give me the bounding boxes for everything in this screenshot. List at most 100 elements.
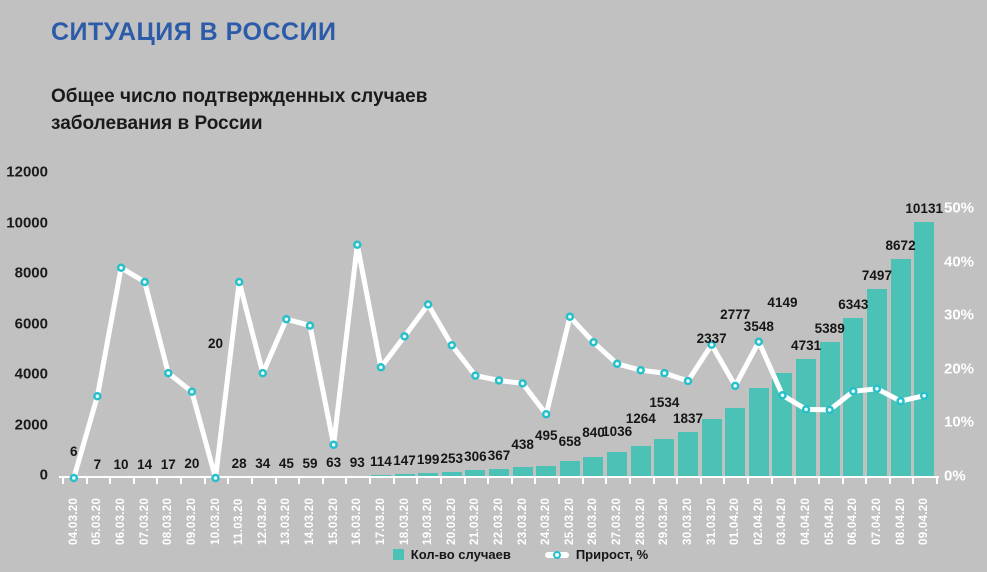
- growth-line-marker: [329, 440, 338, 449]
- x-axis-tick: [770, 478, 773, 484]
- date-tick-label: 17.03.20: [374, 497, 387, 545]
- x-axis-tick: [841, 478, 844, 484]
- growth-line-marker: [234, 277, 244, 287]
- x-axis-tick: [463, 478, 466, 484]
- cases-bar: [725, 407, 746, 478]
- growth-line-marker: [258, 368, 268, 378]
- x-axis-tick: [487, 478, 490, 484]
- growth-line-marker: [140, 277, 149, 287]
- bar-value-label: 4731: [791, 337, 822, 353]
- growth-line-marker: [353, 240, 362, 250]
- legend-cases-label: Кол-во случаев: [410, 547, 511, 562]
- date-tick-label: 16.03.20: [351, 497, 364, 545]
- x-axis-tick: [558, 478, 561, 484]
- date-tick-label: 13.03.20: [280, 497, 293, 545]
- date-tick-label: 02.04.20: [752, 497, 765, 545]
- x-axis-tick: [652, 478, 655, 484]
- bar-value-label: 20: [208, 336, 224, 352]
- left-axis-tick-label: 6000: [14, 315, 48, 332]
- date-tick-label: 22.03.20: [493, 497, 505, 545]
- bar-value-label: 253: [440, 450, 464, 466]
- bar-value-label: 10131: [905, 201, 943, 217]
- x-axis-baseline: [59, 476, 939, 478]
- date-tick-label: 04.04.20: [800, 497, 813, 545]
- date-tick-label: 07.03.20: [138, 497, 151, 545]
- date-tick-label: 30.03.20: [681, 497, 694, 545]
- growth-line-marker: [447, 340, 457, 350]
- x-axis-tick: [510, 478, 513, 484]
- right-axis-tick-label: 0%: [944, 467, 966, 485]
- x-axis-tick: [345, 478, 348, 484]
- bar-value-label: 147: [393, 453, 416, 469]
- bar-value-label: 14: [137, 456, 153, 472]
- growth-line-marker: [683, 376, 693, 386]
- right-axis-tick-label: 30%: [944, 306, 975, 324]
- x-axis-tick: [888, 478, 891, 484]
- bar-value-label: 34: [255, 456, 271, 472]
- x-axis-tick: [912, 478, 915, 484]
- x-axis-tick: [936, 478, 938, 484]
- growth-line-marker: [93, 391, 102, 401]
- date-tick-label: 14.03.20: [304, 497, 317, 545]
- slide-title: СИТУАЦИЯ В РОССИИ: [51, 18, 337, 46]
- growth-line-marker: [589, 338, 598, 347]
- growth-line-marker: [376, 363, 386, 372]
- date-tick-label: 19.03.20: [422, 497, 435, 545]
- x-axis-tick: [62, 478, 64, 484]
- cases-bar: [748, 388, 769, 478]
- bar-value-label: 17: [160, 456, 176, 472]
- date-tick-label: 11.03.20: [233, 498, 246, 545]
- left-axis-tick-label: 2000: [14, 416, 48, 433]
- bar-value-label: 6343: [838, 296, 869, 312]
- legend-item-cases: Кол-во случаев: [392, 547, 511, 562]
- date-tick-label: 07.04.20: [870, 497, 883, 545]
- x-axis-tick: [180, 478, 183, 484]
- x-axis-tick: [392, 478, 395, 484]
- date-tick-label: 21.03.20: [469, 497, 482, 545]
- right-axis-tick-label: 10%: [944, 413, 975, 431]
- left-axis-tick-label: 8000: [14, 264, 48, 282]
- cases-bar: [866, 288, 887, 478]
- x-axis-tick: [203, 478, 206, 484]
- bar-value-label: 2337: [696, 330, 727, 346]
- x-axis-tick: [534, 478, 537, 484]
- bar-series-swatch: [392, 549, 404, 560]
- x-axis-tick: [227, 478, 230, 484]
- bar-value-label: 438: [511, 436, 534, 452]
- cases-bar: [630, 446, 651, 478]
- growth-line-marker: [400, 332, 409, 341]
- x-axis-tick: [747, 478, 750, 484]
- bar-value-label: 1264: [625, 411, 656, 427]
- x-axis-tick: [369, 478, 372, 484]
- cases-bar: [607, 451, 628, 478]
- date-tick-label: 31.03.20: [705, 497, 718, 545]
- x-axis-tick: [274, 478, 277, 484]
- bar-value-label: 45: [278, 455, 294, 471]
- date-tick-label: 15.03.20: [327, 497, 340, 545]
- x-axis-tick: [132, 478, 135, 484]
- date-tick-label: 26.03.20: [587, 497, 600, 545]
- bar-value-label: 2777: [720, 306, 751, 322]
- date-tick-label: 09.03.20: [185, 497, 198, 545]
- bar-value-label: 7: [93, 456, 102, 472]
- bar-value-label: 28: [231, 456, 247, 472]
- growth-line-marker: [541, 410, 551, 419]
- left-axis-tick-label: 4000: [14, 365, 48, 383]
- x-axis-tick: [298, 478, 301, 484]
- date-tick-label: 29.03.20: [658, 497, 671, 545]
- cases-bar: [772, 373, 793, 478]
- bar-value-label: 10: [113, 456, 129, 472]
- bar-value-label: 59: [302, 455, 318, 471]
- cases-bar: [583, 456, 604, 478]
- date-tick-label: 06.03.20: [115, 497, 128, 545]
- x-axis-tick: [439, 478, 442, 484]
- date-tick-label: 04.03.20: [67, 497, 80, 545]
- left-axis-tick-label: 0: [39, 466, 48, 484]
- cases-bar: [677, 431, 698, 478]
- bar-value-label: 306: [464, 449, 487, 465]
- date-tick-label: 28.03.20: [634, 497, 647, 545]
- growth-line-marker: [565, 312, 575, 322]
- date-tick-label: 24.03.20: [540, 497, 553, 545]
- x-axis-tick: [865, 478, 868, 484]
